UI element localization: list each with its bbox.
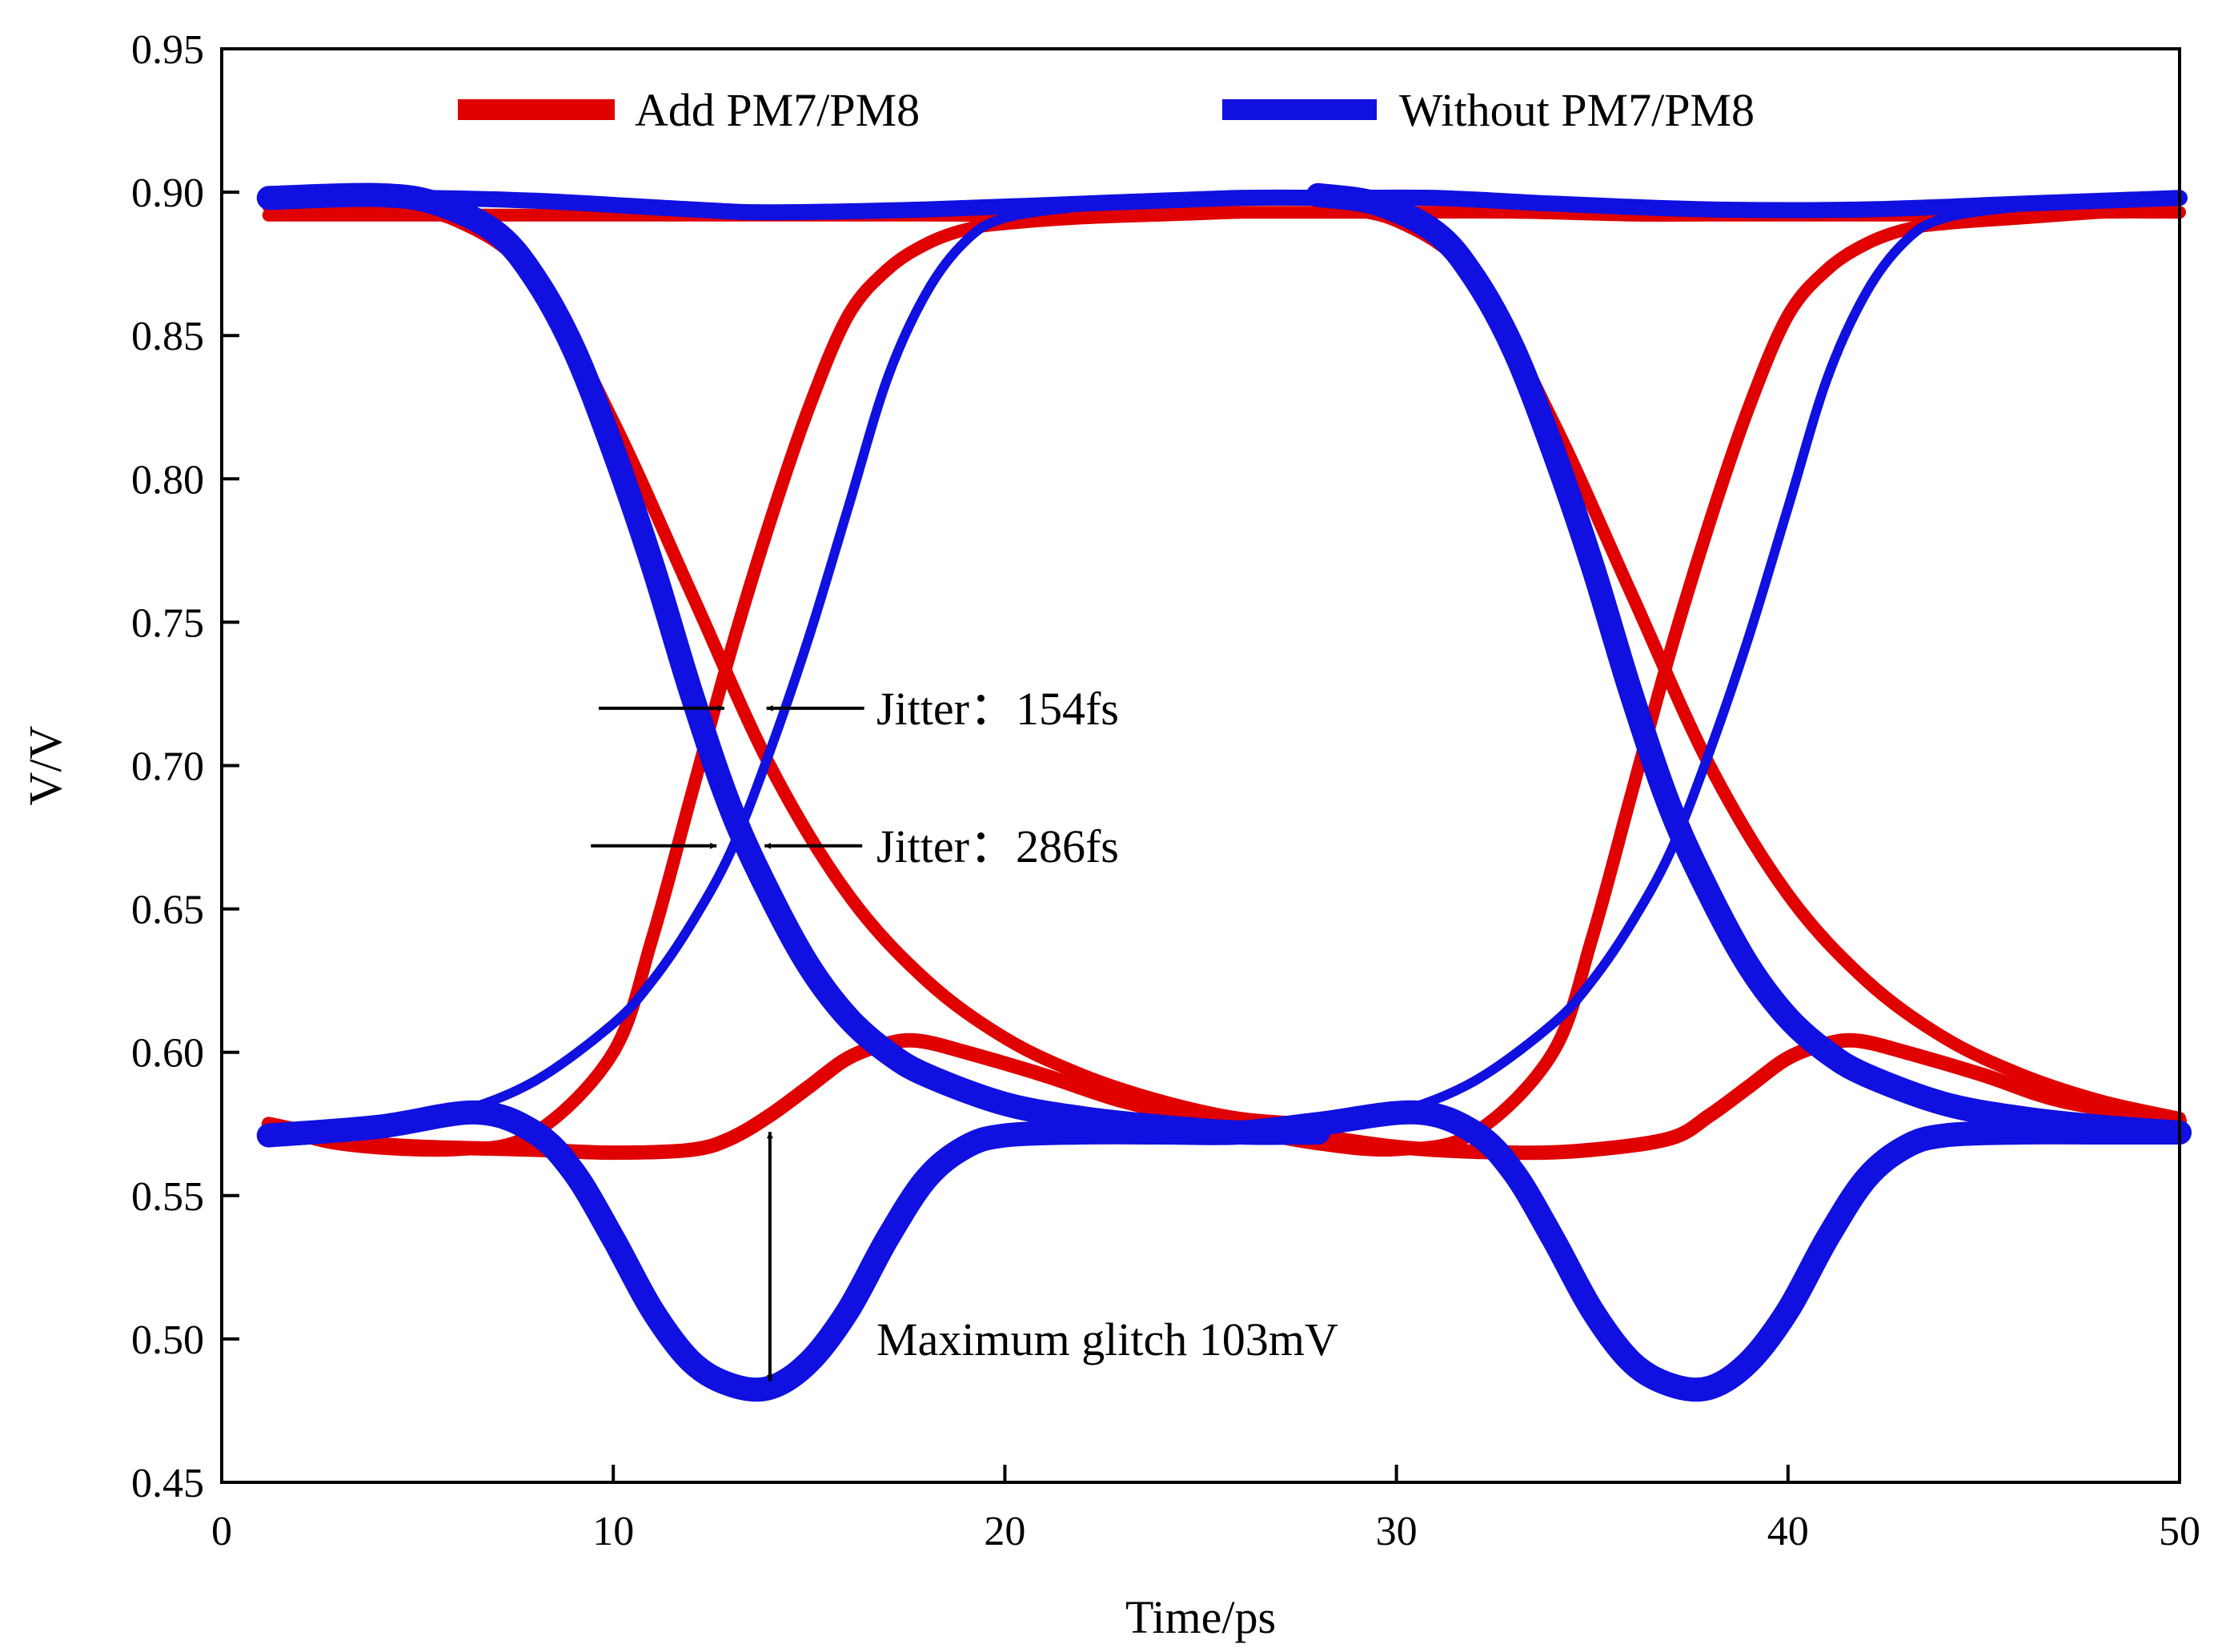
- jitter-286fs-label: Jitter：286fs: [876, 820, 1119, 872]
- y-tick-label: 0.80: [131, 457, 204, 503]
- jitter-154fs-label: Jitter：154fs: [876, 683, 1119, 735]
- legend-label-add: Add PM7/PM8: [635, 84, 920, 136]
- y-tick-label: 0.65: [131, 888, 204, 933]
- y-tick-label: 0.45: [131, 1461, 204, 1506]
- y-tick-label: 0.60: [131, 1031, 204, 1077]
- series-add-trace-1: [262, 198, 1325, 1131]
- y-tick-label: 0.75: [131, 600, 204, 646]
- x-axis-label: Time/ps: [1125, 1591, 1276, 1643]
- legend: Add PM7/PM8 Without PM7/PM8: [458, 84, 1755, 136]
- y-tick-label: 0.50: [131, 1317, 204, 1363]
- y-tick-label: 0.55: [131, 1174, 204, 1220]
- x-tick-label: 0: [211, 1509, 232, 1554]
- series-without-trace-4: [1234, 193, 2184, 1137]
- series-add-trace-3: [262, 206, 1246, 1157]
- axis-ticks: 0 10 20 30 40 50 0.45 0.50 0.55 0.60 0.65 0.70 0.75 0…: [131, 27, 2200, 1554]
- x-tick-label: 40: [1767, 1509, 1809, 1554]
- x-tick-label: 10: [592, 1509, 634, 1554]
- x-tick-label: 20: [984, 1509, 1025, 1554]
- maximum-glitch-label: Maximum glitch 103mV: [876, 1313, 1338, 1365]
- y-tick-label: 0.90: [131, 170, 204, 216]
- series-without-trace-3: [263, 193, 1245, 1141]
- y-axis-label: V/V: [19, 725, 71, 805]
- x-tick-label: 30: [1376, 1509, 1418, 1554]
- series-without-trace-2: [1306, 182, 2192, 1145]
- y-tick-label: 0.70: [131, 744, 204, 790]
- annotations: Jitter：154fs Jitter：286fs Maximum glitch…: [591, 683, 1338, 1381]
- series-without-trace-1: [256, 182, 1330, 1145]
- legend-label-without: Without PM7/PM8: [1399, 84, 1755, 136]
- series-layer: [256, 182, 2192, 1402]
- y-tick-label: 0.95: [131, 27, 204, 73]
- y-tick-label: 0.85: [131, 314, 204, 359]
- x-tick-label: 50: [2159, 1509, 2200, 1554]
- series-without-trace-5: [256, 1100, 2192, 1402]
